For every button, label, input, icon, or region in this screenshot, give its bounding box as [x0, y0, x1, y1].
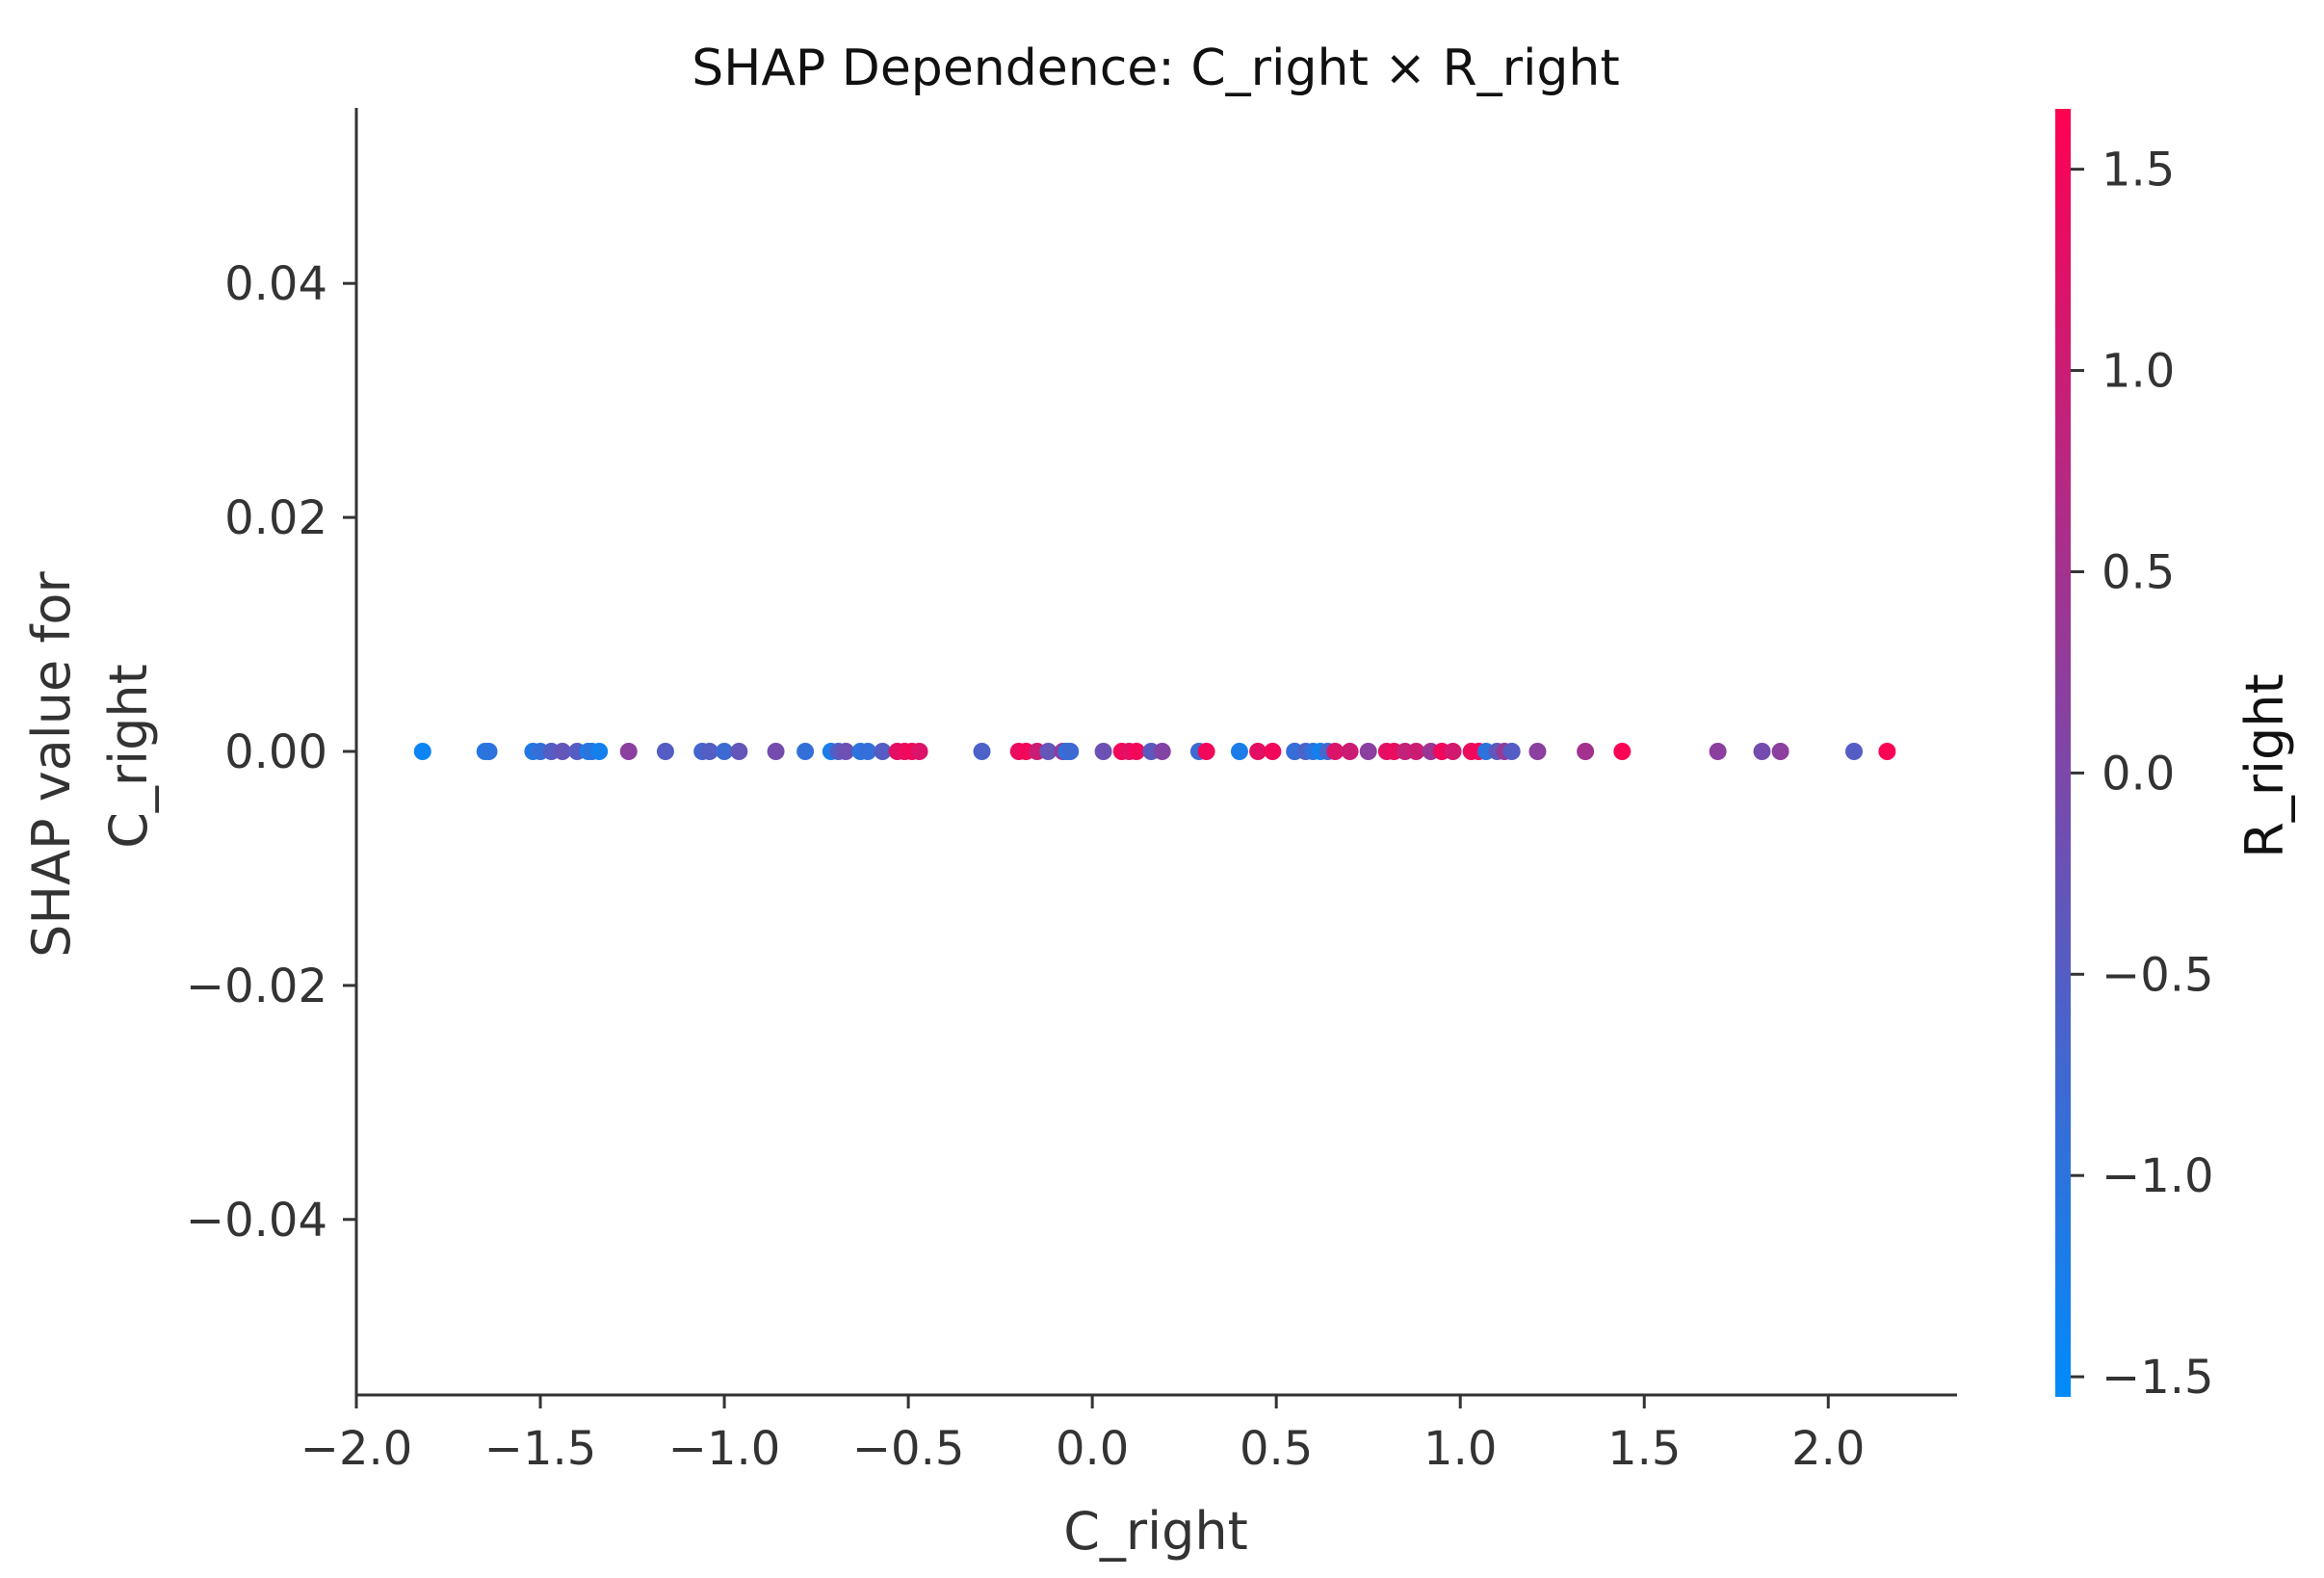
data-point — [1230, 743, 1248, 760]
data-point — [1613, 743, 1632, 760]
y-tick-label: 0.00 — [224, 725, 327, 779]
data-point — [1444, 743, 1462, 760]
y-tick-label: 0.04 — [224, 257, 327, 311]
colorbar: 1.5 1.0 0.5 0.0 −0.5 −1.0 −1.5 — [2055, 109, 2214, 1405]
data-point — [1528, 743, 1547, 760]
colorbar-tick-label: 0.0 — [2102, 747, 2175, 801]
y-axis-label: SHAP value for C_right — [21, 555, 159, 958]
data-point — [1771, 743, 1789, 760]
data-point — [1127, 743, 1145, 760]
colorbar-tick-label: 1.5 — [2102, 144, 2175, 197]
data-point — [1039, 743, 1058, 760]
colorbar-tick-label: 0.5 — [2102, 545, 2175, 599]
x-tick-label: 1.5 — [1607, 1422, 1681, 1476]
x-tick-label: −1.5 — [484, 1422, 597, 1476]
data-point — [837, 743, 855, 760]
colorbar-tick-label: −1.0 — [2102, 1149, 2214, 1203]
colorbar-tick-label: −1.5 — [2102, 1351, 2214, 1405]
x-tick-label: 0.5 — [1240, 1422, 1313, 1476]
x-tick-label: −2.0 — [300, 1422, 413, 1476]
data-point — [656, 743, 674, 760]
data-point — [1094, 743, 1112, 760]
data-point — [1878, 743, 1896, 760]
y-axis-label-line-1: SHAP value for — [21, 571, 82, 958]
data-point — [910, 743, 928, 760]
y-tick-label: 0.02 — [224, 491, 327, 545]
data-point — [874, 743, 892, 760]
data-point — [796, 743, 815, 760]
data-point — [553, 743, 571, 760]
data-point — [1359, 743, 1377, 760]
data-point — [413, 743, 431, 760]
data-point — [1577, 743, 1595, 760]
data-point — [480, 743, 498, 760]
data-point — [767, 743, 785, 760]
y-axis-label-line-2: C_right — [98, 664, 159, 849]
data-point — [619, 743, 638, 760]
data-point — [973, 743, 991, 760]
x-tick-label: 2.0 — [1791, 1422, 1865, 1476]
data-point — [700, 743, 718, 760]
plot-area: −2.0 −1.5 −1.0 −0.5 0.0 0.5 1.0 1.5 2.0 0.04 0.02… — [186, 108, 1957, 1476]
y-ticks: 0.04 0.02 0.00 −0.02 −0.04 — [186, 257, 356, 1248]
x-tick-label: 0.0 — [1056, 1422, 1129, 1476]
colorbar-ticks: 1.5 1.0 0.5 0.0 −0.5 −1.0 −1.5 — [2071, 144, 2214, 1405]
data-point — [1845, 743, 1864, 760]
data-point — [859, 743, 877, 760]
colorbar-gradient — [2055, 109, 2071, 1397]
data-point — [730, 743, 748, 760]
data-point — [1197, 743, 1215, 760]
data-point — [1502, 743, 1521, 760]
colorbar-label: R_right — [2234, 673, 2295, 857]
chart-title: SHAP Dependence: C_right × R_right — [692, 39, 1620, 97]
x-ticks: −2.0 −1.5 −1.0 −0.5 0.0 0.5 1.0 1.5 2.0 — [300, 1395, 1865, 1476]
colorbar-tick-label: 1.0 — [2102, 345, 2175, 399]
data-point — [590, 743, 609, 760]
colorbar-tick-label: −0.5 — [2102, 948, 2214, 1002]
data-point — [1264, 743, 1282, 760]
x-tick-label: −1.0 — [668, 1422, 781, 1476]
data-point — [1341, 743, 1359, 760]
data-point — [716, 743, 734, 760]
x-tick-label: 1.0 — [1423, 1422, 1497, 1476]
data-point — [1326, 743, 1345, 760]
data-point — [1753, 743, 1771, 760]
data-point — [1407, 743, 1425, 760]
data-point — [1153, 743, 1171, 760]
y-tick-label: −0.04 — [186, 1194, 327, 1248]
data-point — [1709, 743, 1727, 760]
scatter-points — [413, 743, 1896, 760]
x-tick-label: −0.5 — [852, 1422, 965, 1476]
data-point — [1249, 743, 1267, 760]
y-tick-label: −0.02 — [186, 960, 327, 1013]
data-point — [1061, 743, 1080, 760]
x-axis-label: C_right — [1063, 1501, 1248, 1562]
